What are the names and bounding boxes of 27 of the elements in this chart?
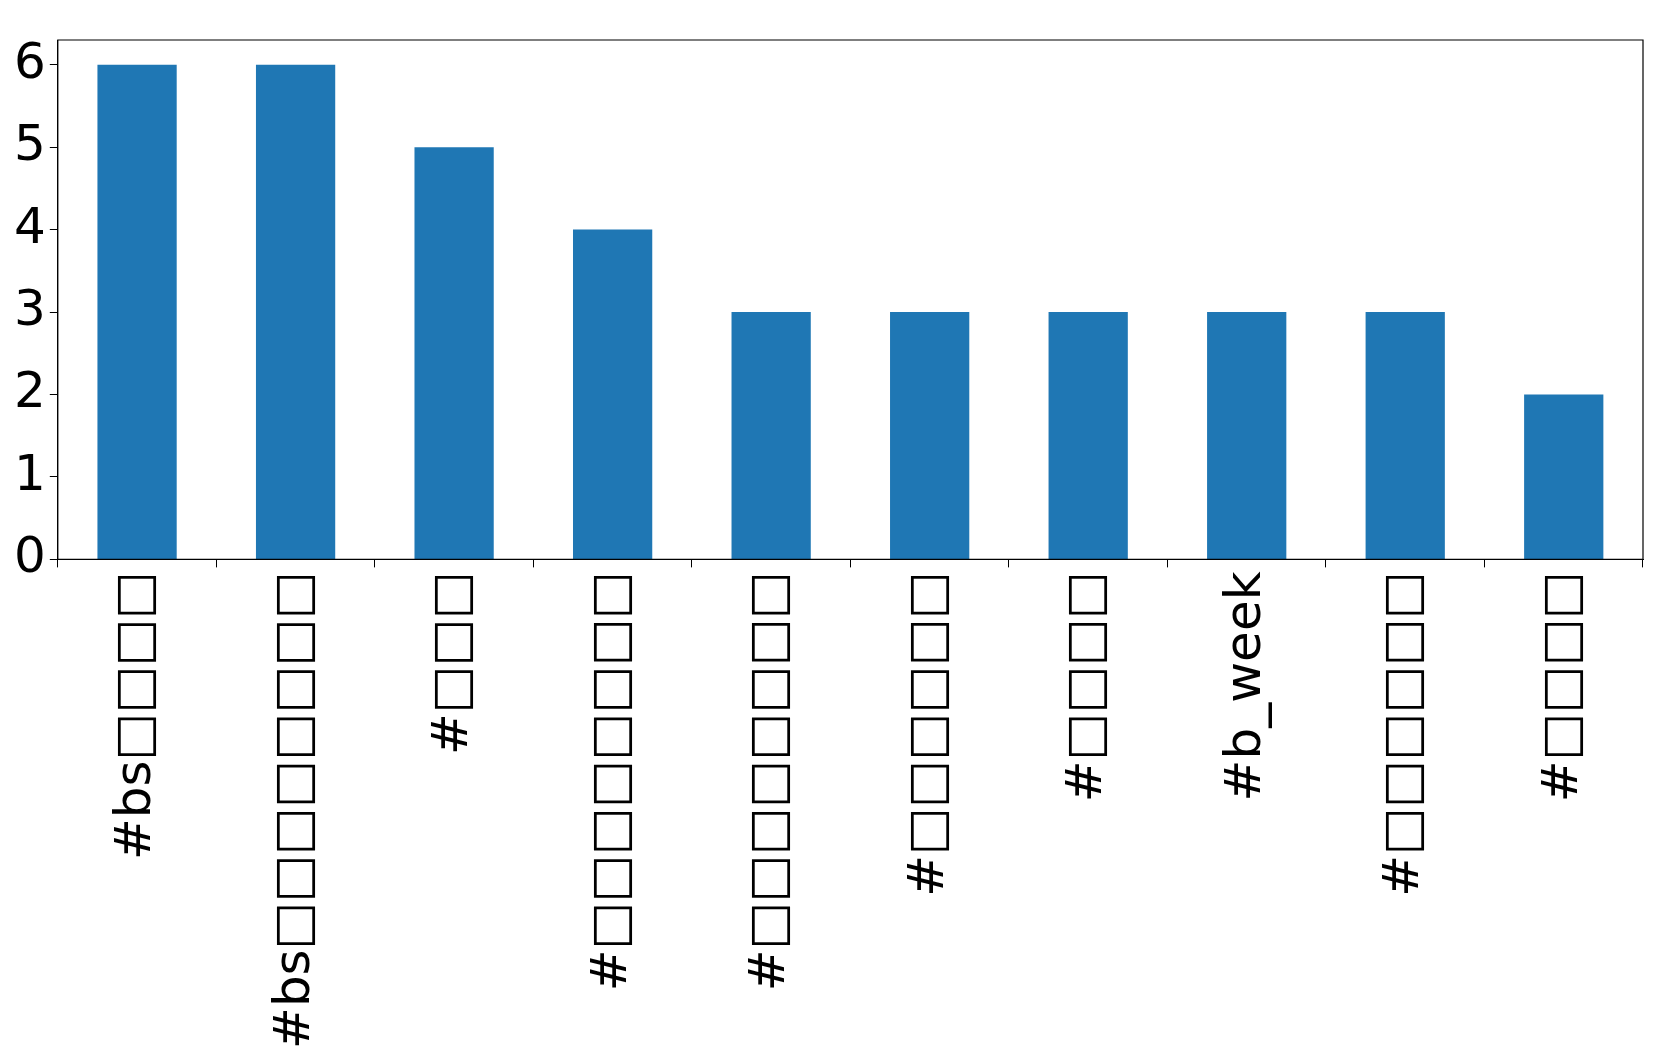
y-tick-label: 1	[14, 443, 46, 502]
bar	[1207, 312, 1287, 559]
y-tick-label: 0	[14, 526, 46, 585]
bar	[1524, 394, 1604, 559]
x-tick-label: #bs□□□□	[104, 571, 163, 861]
x-tick-label: #□□□□	[1530, 571, 1589, 803]
y-tick-label: 3	[14, 279, 46, 338]
x-tick-label: #bs□□□□□□□□	[262, 571, 321, 1050]
x-tick-label: #b_week	[1213, 571, 1272, 802]
bar	[731, 312, 811, 559]
bar	[414, 147, 494, 559]
y-tick-label: 6	[14, 31, 46, 90]
bar	[890, 312, 970, 559]
x-tick-label: #□□□□□□□□	[738, 571, 797, 992]
y-tick-label: 2	[14, 361, 46, 420]
x-tick-label: #□□□	[421, 571, 480, 756]
bar	[255, 64, 336, 559]
x-tick-label: #□□□□	[1055, 571, 1114, 803]
bar	[1365, 312, 1445, 559]
y-tick-label: 4	[14, 196, 46, 255]
x-tick-label: #□□□□□□□□	[579, 571, 638, 992]
bar	[573, 229, 653, 559]
x-tick-label: #□□□□□□	[1372, 571, 1431, 897]
bar	[1048, 312, 1128, 559]
bar	[97, 64, 177, 559]
x-tick-label: #□□□□□□	[896, 571, 955, 897]
y-tick-label: 5	[14, 114, 46, 173]
